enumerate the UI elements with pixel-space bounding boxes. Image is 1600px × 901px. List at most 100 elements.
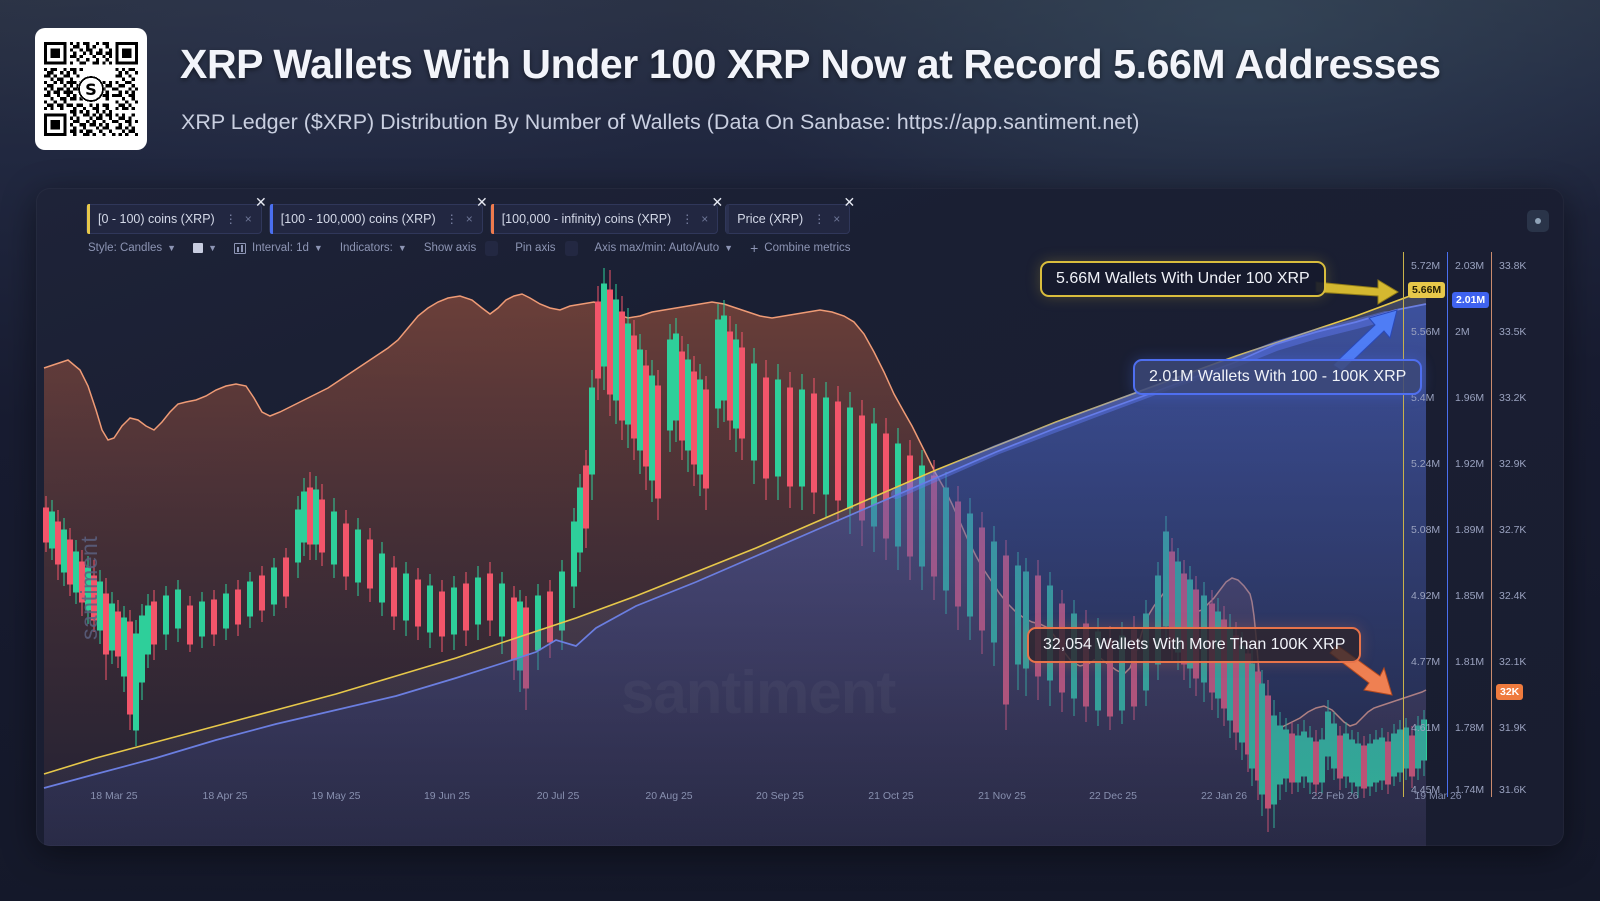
combine-metrics-button[interactable]: + Combine metrics bbox=[750, 241, 850, 255]
svg-text:S: S bbox=[85, 80, 97, 99]
axis-tick: 2M bbox=[1455, 326, 1470, 338]
close-icon[interactable]: ✕ bbox=[711, 194, 724, 210]
annotation-text: 5.66M Wallets With Under 100 XRP bbox=[1056, 270, 1310, 287]
chevron-down-icon: ▼ bbox=[167, 243, 177, 253]
axis-minmax-label: Axis max/min: Auto/Auto bbox=[594, 242, 720, 254]
show-axis-toggle[interactable]: Show axis bbox=[424, 240, 499, 256]
kebab-menu-icon[interactable]: ⋮ bbox=[813, 212, 826, 226]
chevron-down-icon: ▼ bbox=[397, 243, 407, 253]
chip-label: Price (XRP) bbox=[737, 212, 804, 226]
interval-selector[interactable]: Interval: 1d ▼ bbox=[234, 242, 323, 254]
annotation-text: 32,054 Wallets With More Than 100K XRP bbox=[1043, 636, 1346, 653]
axis-tick: 32.7K bbox=[1499, 524, 1527, 536]
style-label: Style: Candles bbox=[88, 242, 163, 254]
qr-code-santiment-icon[interactable]: S bbox=[35, 28, 147, 150]
y-axis-small-wallets[interactable]: 5.72M 5.56M 5.4M 5.24M 5.08M 4.92M 4.77M… bbox=[1403, 252, 1479, 797]
axis-tick: 4.77M bbox=[1411, 656, 1441, 668]
x-axis-tick: 18 Mar 25 bbox=[90, 790, 138, 802]
page-header: S XRP Wallets With Under 100 XRP Now at … bbox=[0, 0, 1600, 180]
annotation-whale-wallets: 32,054 Wallets With More Than 100K XRP bbox=[1027, 627, 1362, 663]
y-axis-price[interactable]: 33.8K 33.5K 33.2K 32.9K 32.7K 32.4K 32.1… bbox=[1491, 252, 1567, 797]
x-axis-tick: 22 Dec 25 bbox=[1089, 790, 1137, 802]
axis-tick: 32.1K bbox=[1499, 656, 1527, 668]
x-axis-tick: 20 Aug 25 bbox=[645, 790, 693, 802]
axis-tick: 1.96M bbox=[1455, 392, 1485, 404]
chart-toolbar: Style: Candles ▼ ▼ Interval: 1d ▼ Indica… bbox=[88, 239, 868, 257]
axis-tick: 5.08M bbox=[1411, 524, 1441, 536]
kebab-menu-icon[interactable]: ⋮ bbox=[681, 212, 694, 226]
interval-label: Interval: 1d bbox=[252, 242, 309, 254]
close-icon[interactable]: ✕ bbox=[475, 194, 488, 210]
axis-tick: 1.74M bbox=[1455, 784, 1485, 796]
axis-tick: 1.85M bbox=[1455, 590, 1485, 602]
chip-color-bar bbox=[490, 204, 494, 234]
chip-label: [100,000 - infinity) coins (XRP) bbox=[501, 212, 672, 226]
indicators-selector[interactable]: Indicators: ▼ bbox=[340, 242, 407, 254]
candlestick-icon bbox=[234, 242, 246, 254]
pin-axis-toggle[interactable]: Pin axis bbox=[515, 240, 578, 256]
chevron-down-icon: ▼ bbox=[313, 243, 323, 253]
chip-color-bar bbox=[726, 204, 730, 234]
chip-remove-small-icon[interactable]: × bbox=[833, 212, 841, 226]
chip-label: [100 - 100,000) coins (XRP) bbox=[280, 212, 436, 226]
axis-tick: 32.9K bbox=[1499, 458, 1527, 470]
metric-chip-100-100k[interactable]: [100 - 100,000) coins (XRP) ⋮ × ✕ bbox=[268, 194, 488, 234]
page-title: XRP Wallets With Under 100 XRP Now at Re… bbox=[180, 41, 1441, 87]
chip-color-bar bbox=[87, 204, 90, 234]
axis-minmax-selector[interactable]: Axis max/min: Auto/Auto ▼ bbox=[595, 242, 734, 254]
x-axis: 18 Mar 25 18 Apr 25 19 May 25 19 Jun 25 … bbox=[0, 790, 1600, 810]
chip-remove-small-icon[interactable]: × bbox=[244, 212, 252, 226]
axis-current-value-badge: 2.01M bbox=[1452, 292, 1490, 308]
axis-current-value-badge: 5.66M bbox=[1408, 282, 1446, 298]
indicators-label: Indicators: bbox=[339, 242, 393, 254]
axis-tick: 5.56M bbox=[1411, 326, 1441, 338]
axis-tick: 4.61M bbox=[1411, 722, 1441, 734]
axis-current-value-badge: 32K bbox=[1496, 684, 1524, 700]
axis-tick: 32.4K bbox=[1499, 590, 1527, 602]
axis-tick: 1.78M bbox=[1455, 722, 1485, 734]
x-axis-tick: 21 Oct 25 bbox=[868, 790, 914, 802]
metric-chips: [0 - 100) coins (XRP) ⋮ × ✕ [100 - 100,0… bbox=[86, 194, 855, 238]
series-mid-wallets-area bbox=[44, 304, 1426, 846]
page-subtitle: XRP Ledger ($XRP) Distribution By Number… bbox=[181, 110, 1140, 134]
axis-tick: 33.5K bbox=[1499, 326, 1527, 338]
axis-line bbox=[1491, 252, 1492, 797]
axis-tick: 2.03M bbox=[1455, 260, 1485, 272]
x-axis-tick: 19 Jun 25 bbox=[423, 790, 471, 802]
series-mid-wallets-line bbox=[43, 303, 1427, 789]
axis-tick: 4.45M bbox=[1411, 784, 1441, 796]
chart-plot-area[interactable] bbox=[36, 260, 1564, 846]
x-axis-tick: 19 Mar 26 bbox=[1414, 790, 1462, 802]
y-axis-mid-wallets[interactable]: 2.03M 2M 1.96M 1.92M 1.89M 1.85M 1.81M 1… bbox=[1447, 252, 1523, 797]
show-axis-switch[interactable] bbox=[485, 240, 499, 256]
axis-tick: 31.6K bbox=[1499, 784, 1527, 796]
color-swatch-icon bbox=[193, 243, 204, 253]
chip-remove-small-icon[interactable]: × bbox=[701, 212, 709, 226]
plus-icon: + bbox=[750, 240, 759, 256]
combine-metrics-label: Combine metrics bbox=[764, 242, 851, 254]
close-icon[interactable]: ✕ bbox=[843, 194, 856, 210]
color-selector[interactable]: ▼ bbox=[193, 243, 217, 253]
chevron-down-icon: ▼ bbox=[724, 243, 734, 253]
santiment-watermark-left: santiment bbox=[76, 535, 102, 640]
chip-remove-small-icon[interactable]: × bbox=[465, 212, 473, 226]
annotation-small-wallets: 5.66M Wallets With Under 100 XRP bbox=[1040, 261, 1326, 297]
x-axis-tick: 18 Apr 25 bbox=[202, 790, 248, 802]
kebab-menu-icon[interactable]: ⋮ bbox=[445, 212, 458, 226]
style-selector[interactable]: Style: Candles ▼ bbox=[88, 242, 176, 254]
metric-chip-0-100[interactable]: [0 - 100) coins (XRP) ⋮ × ✕ bbox=[86, 194, 267, 234]
metric-chip-100k-infinity[interactable]: [100,000 - infinity) coins (XRP) ⋮ × ✕ bbox=[489, 194, 723, 234]
axis-tick: 31.9K bbox=[1499, 722, 1527, 734]
axis-tick: 1.81M bbox=[1455, 656, 1485, 668]
kebab-menu-icon[interactable]: ⋮ bbox=[224, 212, 237, 226]
metric-chip-price[interactable]: Price (XRP) ⋮ × ✕ bbox=[725, 194, 855, 234]
axis-tick: 33.8K bbox=[1499, 260, 1527, 272]
axis-tick: 5.72M bbox=[1411, 260, 1441, 272]
axis-tick: 4.92M bbox=[1411, 590, 1441, 602]
annotation-mid-wallets: 2.01M Wallets With 100 - 100K XRP bbox=[1133, 359, 1423, 395]
gear-icon[interactable] bbox=[1527, 210, 1549, 232]
close-icon[interactable]: ✕ bbox=[255, 194, 267, 210]
axis-tick: 5.24M bbox=[1411, 458, 1441, 470]
pin-axis-switch[interactable] bbox=[564, 240, 578, 256]
x-axis-tick: 22 Feb 26 bbox=[1311, 790, 1359, 802]
